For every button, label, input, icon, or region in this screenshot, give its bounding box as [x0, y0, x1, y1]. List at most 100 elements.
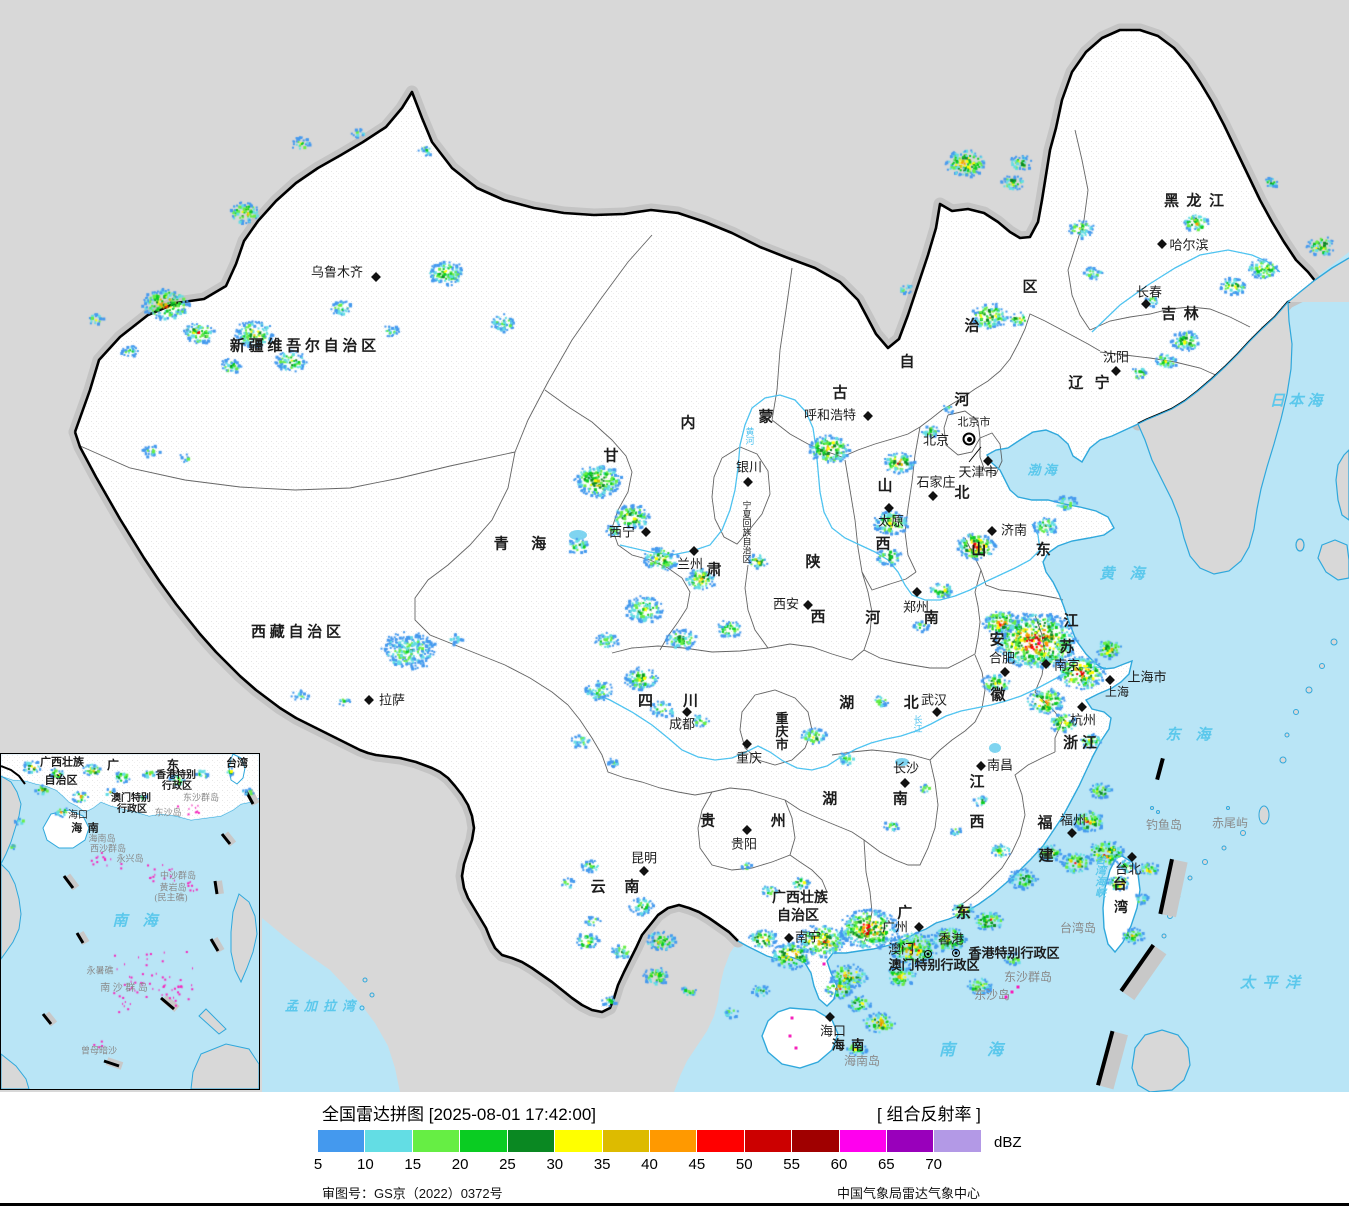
map-label: 广西壮族	[40, 756, 84, 769]
map-label: 肃	[706, 562, 722, 579]
map-label: 重庆	[735, 750, 763, 766]
map-label: 武汉	[920, 692, 948, 708]
island-label: 永兴岛	[116, 853, 144, 864]
map-label: 山	[877, 478, 893, 495]
map-label: 哈尔滨	[1169, 237, 1209, 253]
map-label: 浙 江	[1063, 735, 1097, 752]
island-label: 曾母暗沙	[80, 1045, 118, 1056]
map-label: 黄河	[744, 427, 755, 445]
map-label: 北	[954, 485, 970, 502]
map-label: 石家庄	[916, 474, 956, 490]
map-label: 湖 北	[839, 695, 933, 712]
map-label: 南宁	[794, 929, 822, 945]
island-label: 中沙群岛	[159, 870, 197, 881]
product-name: [ 组合反射率 ]	[877, 1105, 981, 1124]
sea-label: 太 平 洋	[1239, 975, 1301, 992]
island-label: 南 沙 群 岛	[100, 983, 148, 994]
map-label: 西安	[772, 596, 800, 612]
map-label: 安	[989, 632, 1005, 649]
map-label: 兰州	[676, 556, 704, 572]
scale-tick: 20	[451, 1156, 469, 1173]
map-label: 宁夏回族自治区	[741, 500, 752, 564]
scale-tick: 70	[925, 1156, 943, 1173]
scale-tick: 5	[313, 1156, 323, 1173]
map-label: 合肥	[988, 650, 1016, 666]
scale-tick: 65	[877, 1156, 895, 1173]
map-label: 香港	[937, 931, 965, 947]
city-marker	[924, 950, 932, 958]
map-label: 古	[832, 385, 848, 402]
color-scale-segment	[412, 1130, 461, 1152]
island-label: (民主礁)	[154, 892, 188, 903]
color-scale-segment	[839, 1130, 888, 1152]
map-label: 郑州	[902, 599, 930, 615]
color-scale-segment	[744, 1130, 793, 1152]
south-china-sea-inset: 广西壮族 自治区广 东台湾 香港特别 行政区 澳门特别 行政区 东沙群岛 东沙岛 海口海 南海南…	[0, 753, 260, 1090]
map-label: 沈阳	[1102, 349, 1130, 365]
map-label: 济南	[1000, 522, 1028, 538]
map-label: 乌鲁木齐	[310, 264, 364, 280]
map-label: 银川	[735, 459, 763, 475]
map-label: 长江	[912, 715, 923, 733]
map-label: 上海	[1104, 685, 1130, 699]
scale-tick: 60	[830, 1156, 848, 1173]
map-label: 北京	[922, 432, 950, 448]
map-label: 西宁	[608, 524, 636, 540]
island-mark	[1010, 990, 1014, 994]
color-scale-ticks: 5 10 15 20 25 30 35 40 45 50 55 60 65 70	[0, 1156, 1349, 1174]
island-label: 黄岩岛	[159, 882, 187, 893]
color-scale-segment	[934, 1130, 981, 1152]
map-label: 海 南	[831, 1037, 865, 1053]
island-label: 赤尾屿	[1211, 816, 1249, 830]
map-label: 云 南	[590, 879, 640, 896]
scale-tick: 45	[688, 1156, 706, 1173]
map-label: 蒙	[758, 409, 774, 426]
map-label: 南昌	[986, 757, 1014, 773]
sea-label: 孟加拉湾	[284, 998, 362, 1014]
map-label: 广西壮族	[772, 891, 828, 906]
island-label: 东沙岛	[154, 807, 182, 818]
city-marker	[952, 949, 960, 957]
map-label: 海口	[819, 1023, 847, 1039]
island-label: 永暑礁	[86, 965, 114, 976]
city-marker	[962, 432, 976, 446]
map-label: 杭州	[1069, 712, 1097, 728]
map-label: 区	[1022, 279, 1038, 296]
map-label: 西	[810, 609, 826, 626]
map-label: 台	[1113, 878, 1127, 893]
map-label: 长春	[1135, 284, 1163, 300]
map-label: 辽 宁	[1068, 375, 1110, 392]
map-label: 昆明	[630, 850, 658, 866]
map-label: 苏	[1059, 639, 1075, 656]
map-label: 香港特别行政区	[968, 945, 1060, 961]
island-mark	[1016, 985, 1020, 989]
island-mark	[1004, 995, 1008, 999]
color-scale-segment	[887, 1130, 935, 1152]
scale-tick: 35	[593, 1156, 611, 1173]
map-label: 四 川	[637, 693, 699, 710]
map-label: 贵 州	[700, 813, 802, 830]
color-scale-segment	[649, 1130, 698, 1152]
map-label: 成都	[668, 716, 696, 732]
map-label: 建	[1038, 848, 1054, 865]
map-approval-number: 审图号：GS京（2022）0372号	[322, 1186, 503, 1201]
map-label: 广 东	[106, 758, 194, 772]
map-label: 内	[680, 415, 696, 432]
map-label: 黑 龙 江	[1163, 193, 1225, 210]
island-label: 海南岛	[88, 833, 116, 844]
sea-label: 南 海	[938, 1042, 1004, 1059]
map-label: 长沙	[892, 760, 920, 776]
island-label: 东沙岛	[973, 988, 1011, 1002]
island-label: 东沙群岛	[1003, 970, 1053, 984]
map-label: 广 东	[897, 905, 983, 922]
scale-tick: 40	[641, 1156, 658, 1173]
map-label: 西	[875, 536, 891, 553]
map-label: 山 东	[971, 542, 1065, 559]
map-label: 太原	[877, 513, 905, 529]
map-label: 天津市	[958, 464, 998, 480]
legend-panel: 全国雷达拼图 [2025-08-01 17:42:00] [ 组合反射率 ] d…	[0, 1092, 1349, 1206]
map-label: 澳门	[887, 941, 915, 957]
map-label: 行政区	[117, 804, 147, 815]
sea-label: 南 海	[112, 913, 158, 930]
scale-tick: 30	[546, 1156, 564, 1173]
